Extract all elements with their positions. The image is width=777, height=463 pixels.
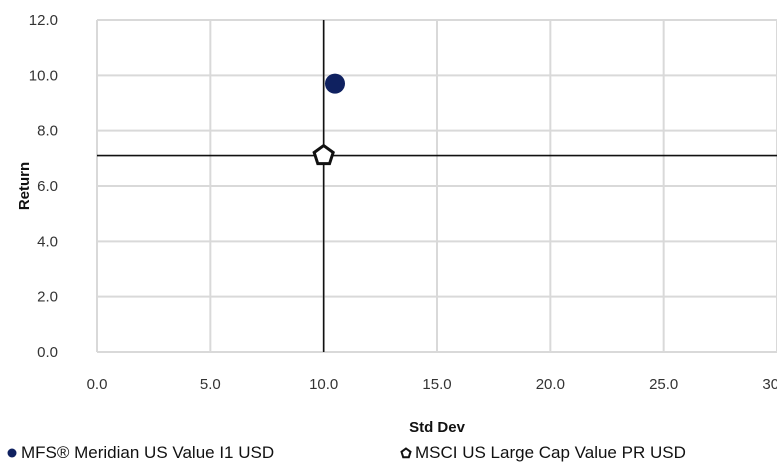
legend-label-fund: MFS® Meridian US Value I1 USD	[21, 443, 275, 462]
x-tick-label: 15.0	[422, 376, 451, 393]
x-tick-label: 20.0	[536, 376, 565, 393]
tick-labels: 0.0 5.0 10.0 15.0 20.0 25.0 30.0 0.0 2.0 4.0 6.0 8.…	[29, 12, 777, 393]
x-tick-label: 25.0	[649, 376, 678, 393]
x-tick-label: 5.0	[200, 376, 221, 393]
y-tick-label: 2.0	[37, 289, 58, 306]
data-points	[312, 73, 345, 166]
x-tick-label: 0.0	[87, 376, 108, 393]
y-tick-label: 12.0	[29, 12, 58, 29]
fund-data-point	[325, 73, 345, 94]
benchmark-data-point	[312, 143, 335, 166]
x-tick-label: 10.0	[309, 376, 338, 393]
legend: MFS® Meridian US Value I1 USD MSCI US La…	[0, 440, 777, 463]
y-tick-label: 10.0	[29, 67, 58, 84]
y-axis-title: Return	[16, 162, 33, 210]
benchmark-crosshair	[97, 20, 777, 352]
y-tick-label: 6.0	[37, 178, 58, 195]
scatter-chart: 0.0 5.0 10.0 15.0 20.0 25.0 30.0 0.0 2.0 4.0 6.0 8.…	[16, 12, 777, 436]
y-tick-label: 0.0	[37, 344, 58, 361]
grid	[97, 19, 777, 352]
x-axis-title: Std Dev	[409, 419, 466, 436]
axes	[96, 20, 777, 353]
pentagon-marker-icon	[400, 447, 412, 459]
x-tick-label: 30.0	[762, 376, 777, 393]
circle-marker-icon	[7, 448, 17, 458]
legend-item-fund: MFS® Meridian US Value I1 USD	[6, 443, 274, 463]
y-tick-label: 4.0	[37, 233, 58, 250]
legend-label-benchmark: MSCI US Large Cap Value PR USD	[415, 443, 686, 462]
legend-item-benchmark: MSCI US Large Cap Value PR USD	[400, 443, 686, 463]
y-tick-label: 8.0	[37, 123, 58, 140]
